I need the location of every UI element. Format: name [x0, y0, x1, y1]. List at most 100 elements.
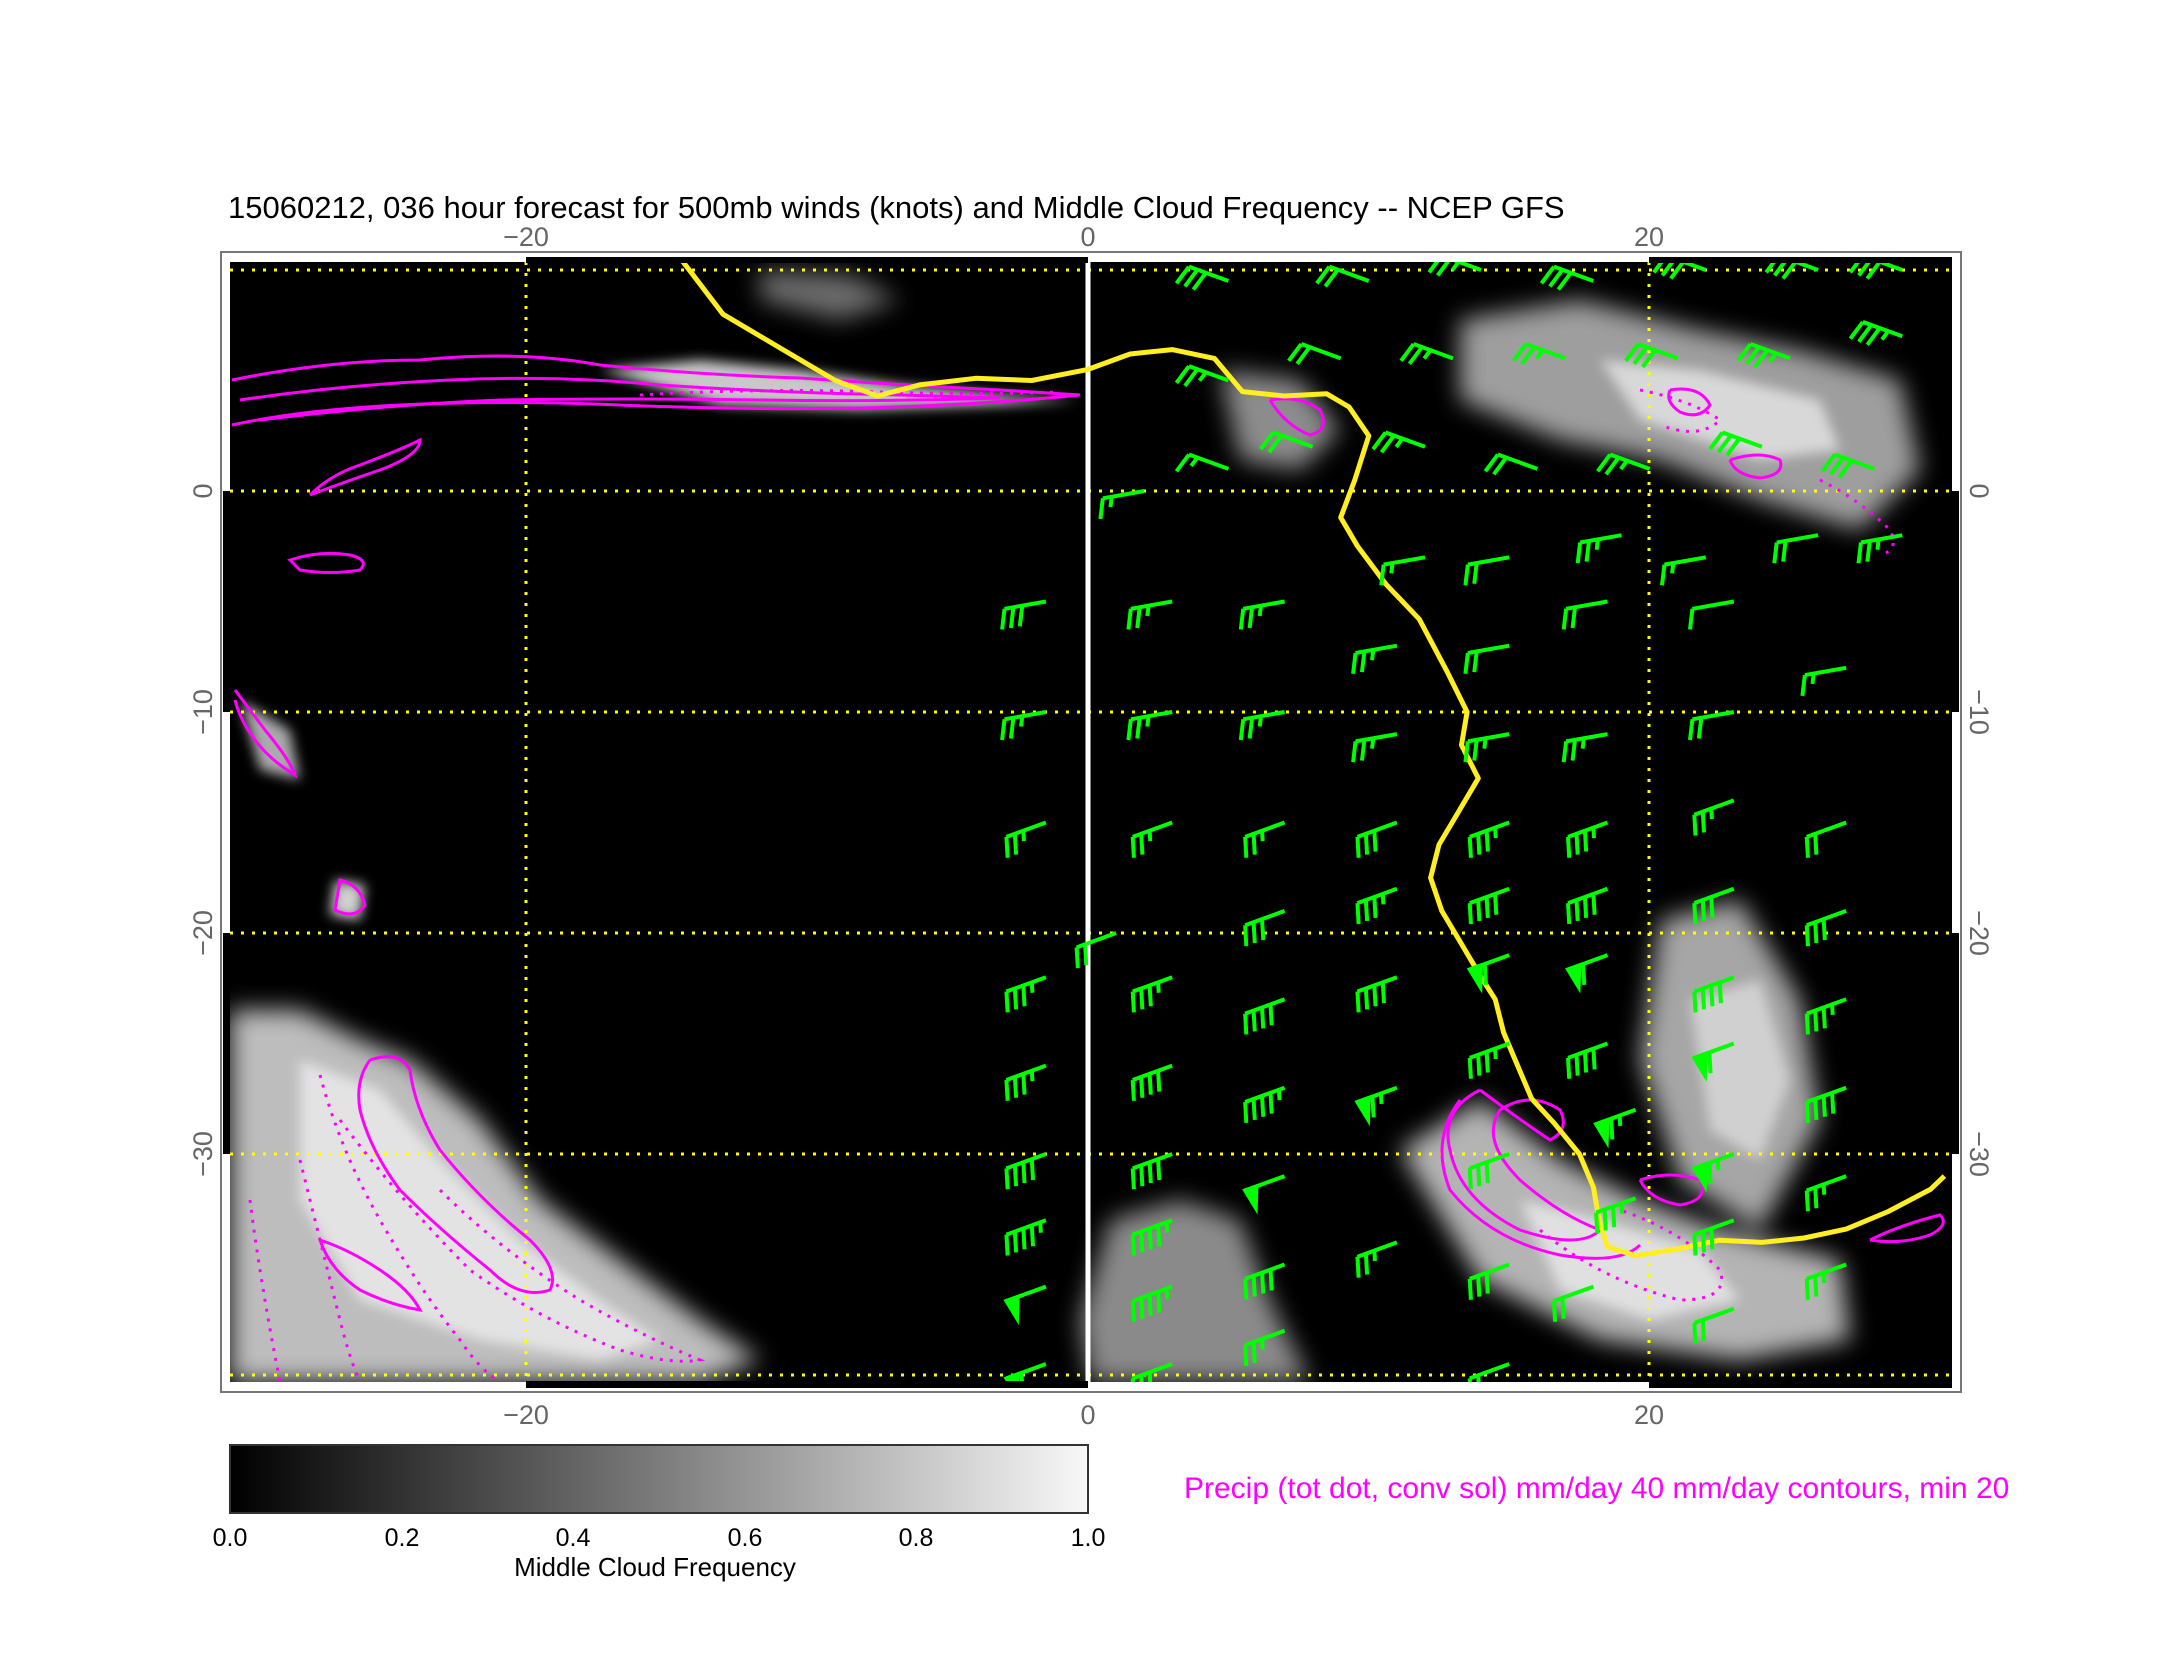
wind-barb-feather — [1130, 1300, 1136, 1322]
wind-barb-feather — [1359, 739, 1367, 761]
wind-barb-feather — [1355, 836, 1361, 858]
wind-barb — [1463, 643, 1510, 674]
wind-barb — [1003, 1284, 1047, 1326]
wind-barb-half-feather — [1257, 605, 1263, 617]
precip-dotted — [338, 1119, 706, 1363]
wind-barb-feather — [1004, 1234, 1010, 1256]
wind-barb-feather — [1021, 985, 1027, 1007]
wind-barb — [1243, 1328, 1286, 1367]
wind-barb-feather — [1135, 717, 1142, 739]
wind-barb-feather — [1813, 833, 1819, 855]
wind-barb-half-feather — [1619, 1203, 1625, 1214]
colorbar-tick: 0.2 — [385, 1524, 420, 1552]
colorbar-gradient — [229, 1444, 1089, 1514]
wind-barb-half-feather — [1029, 982, 1035, 993]
precip-contour-cape-outer — [1440, 1099, 1642, 1260]
wind-barb — [1130, 1152, 1173, 1190]
wind-barb-half-feather — [1156, 982, 1161, 993]
wind-barb — [1467, 1362, 1510, 1382]
wind-barb — [1467, 1262, 1510, 1300]
wind-barb — [1691, 1152, 1735, 1193]
wind-barb-feather — [1147, 1372, 1153, 1382]
wind-barb — [1804, 909, 1847, 947]
wind-barb-feather — [1139, 1375, 1145, 1382]
precip-dotted — [298, 1159, 362, 1382]
wind-barb — [1820, 452, 1875, 479]
wind-barb-feather — [1156, 1225, 1162, 1247]
x-tick-label: 0 — [1080, 1400, 1095, 1430]
wind-barb — [1355, 975, 1398, 1013]
wind-barb-feather — [1596, 453, 1612, 473]
wind-barb-feather — [1560, 1297, 1566, 1319]
wind-barb-feather — [1829, 456, 1845, 476]
wind-barb-feather — [1126, 608, 1133, 630]
wind-barb-feather — [1813, 1010, 1819, 1032]
wind-barb-half-feather — [1768, 352, 1778, 363]
wind-barb — [1238, 710, 1285, 741]
wind-barb-half-feather — [1145, 605, 1151, 617]
wind-barb-feather — [1363, 1253, 1370, 1275]
wind-barb-feather — [1556, 271, 1573, 291]
wind-barb-feather — [1008, 606, 1016, 629]
wind-barb-feather — [1012, 833, 1019, 855]
wind-barb-feather — [1813, 1187, 1819, 1209]
wind-barb — [1130, 1362, 1173, 1382]
wind-barb-feather — [1251, 922, 1257, 944]
y-tick-label: 0 — [188, 483, 218, 498]
wind-barb-staff — [1692, 599, 1735, 611]
wind-barb-half-feather — [1189, 456, 1199, 468]
wind-barb-feather — [1813, 922, 1819, 944]
wind-barb-half-feather — [1257, 715, 1263, 727]
precip-contour — [233, 689, 298, 779]
wind-barb-feather — [1865, 540, 1872, 562]
wind-barb — [1174, 264, 1230, 291]
wind-barb-feather — [1427, 262, 1444, 274]
wind-barb-feather — [1696, 717, 1704, 739]
precip-dotted — [318, 1074, 501, 1382]
wind-barb-half-feather — [1389, 562, 1395, 574]
colorbar-tick: 0.4 — [556, 1524, 591, 1552]
wind-barb-feather — [1566, 1057, 1572, 1079]
y-tick-label: −20 — [188, 910, 218, 956]
wind-barb-feather — [1174, 364, 1191, 385]
wind-barb-feather — [1463, 652, 1470, 674]
wind-barb — [1691, 1041, 1735, 1083]
wind-barb — [1130, 820, 1173, 858]
wind-barb-pennant — [1565, 962, 1582, 994]
wind-barb-feather — [1021, 1162, 1027, 1184]
wind-barb-half-feather — [1476, 1375, 1481, 1382]
wind-barb-feather — [1688, 719, 1695, 741]
precip-contour-southwest — [357, 1055, 554, 1294]
wind-barb-feather — [1472, 562, 1479, 585]
wind-barb-feather — [1582, 830, 1589, 852]
wind-barb-feather — [1379, 564, 1386, 586]
precip-legend-note: Precip (tot dot, conv sol) mm/day 40 mm/… — [1184, 1472, 2009, 1505]
wind-barb-half-feather — [1591, 827, 1597, 839]
wind-barb — [1174, 452, 1230, 473]
wind-barb-feather — [1692, 814, 1698, 836]
wind-barb-feather — [1012, 988, 1019, 1010]
figure-title: 15060212, 036 hour forecast for 500mb wi… — [228, 190, 1565, 225]
x-tick-label: 20 — [1634, 222, 1664, 252]
wind-barb-feather — [1582, 896, 1589, 918]
wind-barb-half-feather — [1821, 1272, 1827, 1284]
axis-bar-left — [223, 491, 230, 712]
wind-barb — [1551, 1284, 1595, 1322]
wind-barb — [1692, 1218, 1735, 1256]
wind-barb — [1126, 710, 1173, 741]
wind-barb — [1000, 599, 1047, 630]
wind-barb — [1804, 997, 1847, 1035]
wind-barb-pennant — [1593, 1117, 1610, 1149]
wind-barb-feather — [1857, 262, 1873, 277]
wind-barb — [1467, 1152, 1510, 1190]
x-tick-labels-bottom: −20 0 20 — [503, 1400, 1664, 1430]
wind-barb-feather — [1652, 262, 1668, 274]
axis-bar-right — [1952, 933, 1959, 1154]
wind-barb-feather — [1191, 271, 1208, 291]
wind-barb-feather — [1483, 453, 1500, 473]
wind-barb-half-feather — [1147, 830, 1153, 842]
wind-barb-half-feather — [1482, 738, 1488, 749]
wind-barb-feather — [1692, 1234, 1698, 1256]
wind-barb-feather — [1472, 739, 1479, 761]
